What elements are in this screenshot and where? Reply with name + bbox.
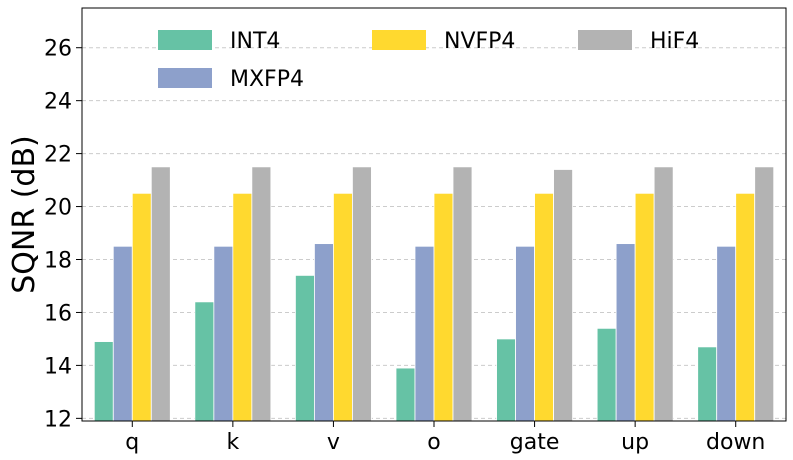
bars [93,166,775,422]
bar-mxfp4-v [314,243,334,422]
x-tick-label: q [125,430,139,455]
bar-int4-o [395,367,416,422]
bar-int4-k [194,301,215,422]
bar-mxfp4-q [112,245,133,422]
bar-hif4-k [251,166,272,422]
x-tick-label: k [226,430,239,455]
y-tick-label: 14 [44,354,72,379]
bar-mxfp4-o [414,245,435,422]
y-tick-label: 22 [44,143,72,168]
bar-nvfp4-down [735,192,756,422]
legend-label-nvfp4: NVFP4 [444,29,515,54]
bar-mxfp4-gate [515,245,535,422]
bar-nvfp4-v [333,192,353,422]
bar-int4-v [295,274,315,422]
x-tick-label: up [621,430,649,455]
bar-nvfp4-o [433,192,454,422]
bar-nvfp4-gate [534,192,554,422]
y-tick-label: 12 [44,407,72,432]
y-tick-label: 24 [44,90,72,115]
x-tick-label: o [427,430,440,455]
y-axis: 12 14 16 18 20 22 24 26 [44,37,82,432]
bar-nvfp4-q [131,192,152,422]
legend-label-mxfp4: MXFP4 [230,67,304,92]
bar-hif4-v [352,166,372,422]
bar-hif4-gate [553,169,573,422]
y-axis-label: SQNR (dB) [7,135,42,294]
x-tick-label: gate [510,430,560,455]
legend-swatch-hif4 [578,30,632,50]
y-tick-label: 26 [44,37,72,62]
x-axis: q k v o gate up down [125,421,765,455]
bar-nvfp4-up [634,192,655,422]
legend: INT4 MXFP4 NVFP4 HiF4 [158,29,699,92]
bar-mxfp4-up [615,243,636,422]
bar-nvfp4-k [232,192,253,422]
bar-int4-up [596,327,617,422]
bar-int4-gate [496,338,516,422]
bar-int4-down [697,346,718,422]
bar-hif4-down [754,166,775,422]
x-tick-label: down [706,430,765,455]
x-tick-label: v [327,430,340,455]
legend-label-int4: INT4 [230,29,280,54]
y-tick-label: 18 [44,249,72,274]
bar-int4-q [93,341,114,422]
y-tick-label: 16 [44,301,72,326]
bar-mxfp4-k [213,245,234,422]
bar-hif4-q [150,166,171,422]
y-tick-label: 20 [44,196,72,221]
bar-mxfp4-down [716,245,737,422]
legend-label-hif4: HiF4 [650,29,699,54]
bar-hif4-up [653,166,674,422]
legend-swatch-mxfp4 [158,68,212,88]
legend-swatch-nvfp4 [372,30,426,50]
legend-swatch-int4 [158,30,212,50]
bar-hif4-o [452,166,473,422]
